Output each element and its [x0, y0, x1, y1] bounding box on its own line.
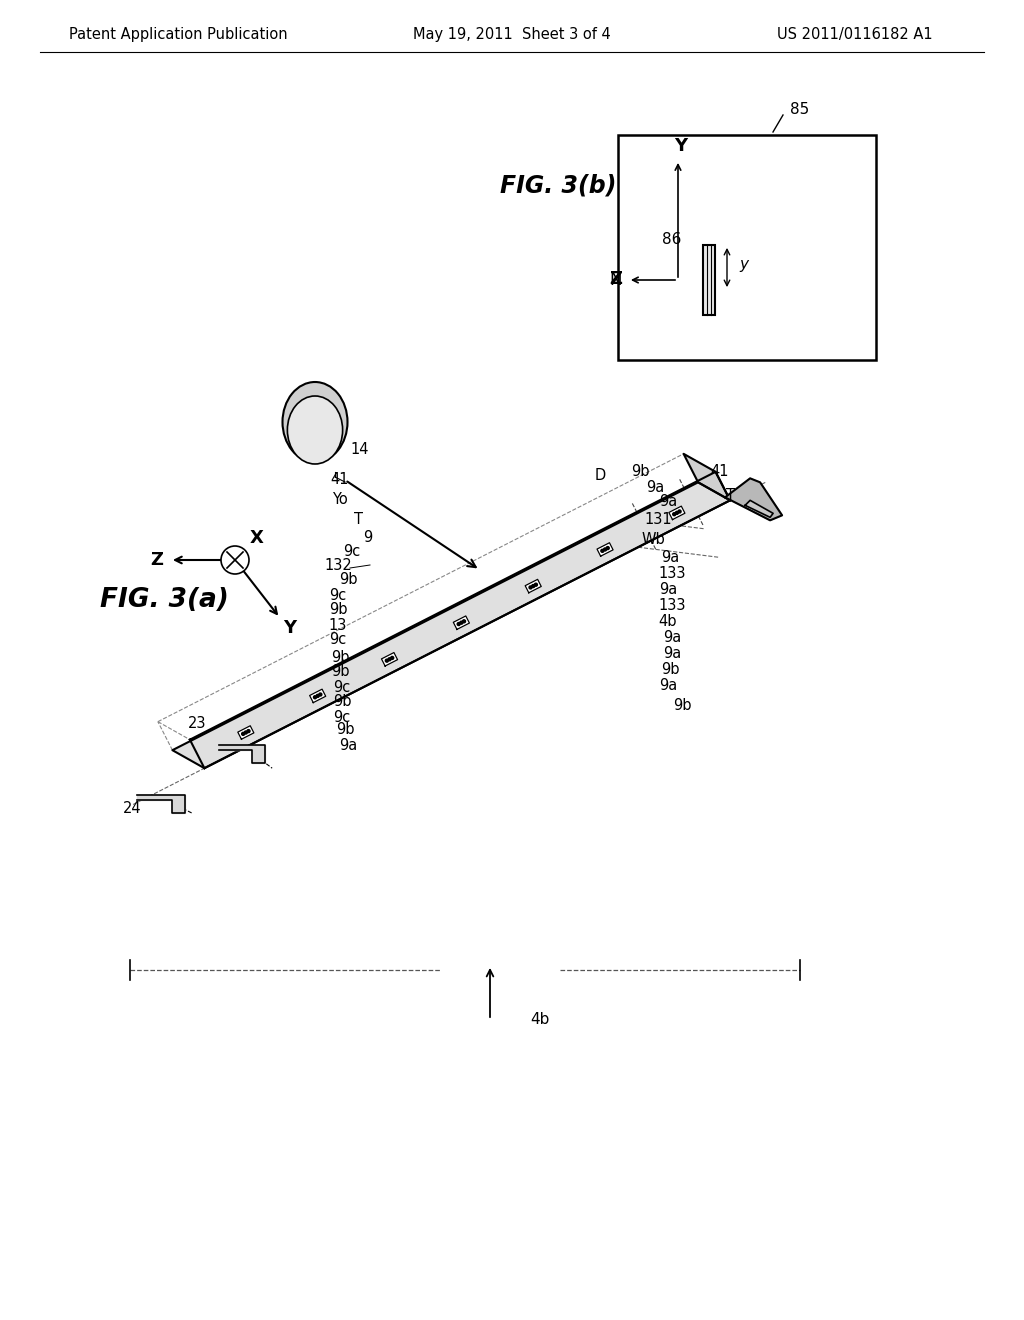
Text: 9c: 9c: [334, 681, 350, 696]
Text: D: D: [594, 467, 605, 483]
Polygon shape: [525, 579, 542, 593]
Circle shape: [318, 693, 322, 696]
Circle shape: [463, 620, 466, 623]
Circle shape: [529, 586, 532, 589]
Text: 4b: 4b: [658, 615, 677, 630]
Text: Wb: Wb: [641, 532, 665, 548]
Text: 9b: 9b: [336, 722, 354, 738]
Text: 9c: 9c: [334, 710, 350, 725]
Text: Z: Z: [151, 550, 164, 569]
Text: 9b: 9b: [331, 649, 349, 664]
Text: N: N: [609, 271, 623, 289]
Polygon shape: [309, 689, 326, 702]
Polygon shape: [669, 506, 685, 520]
Ellipse shape: [283, 381, 347, 462]
Circle shape: [242, 733, 245, 735]
Text: 9b: 9b: [660, 663, 679, 677]
Circle shape: [460, 622, 463, 624]
Text: 86: 86: [662, 232, 681, 248]
Text: Patent Application Publication: Patent Application Publication: [69, 28, 288, 42]
Text: 9: 9: [364, 531, 373, 545]
Circle shape: [313, 696, 316, 698]
Text: 9a: 9a: [339, 738, 357, 754]
Circle shape: [391, 656, 393, 660]
Text: 9b: 9b: [331, 664, 349, 680]
Circle shape: [673, 512, 676, 516]
Text: US 2011/0116182 A1: US 2011/0116182 A1: [777, 28, 933, 42]
Text: 9b: 9b: [333, 694, 351, 710]
Text: 9a: 9a: [663, 631, 681, 645]
Text: 9c: 9c: [330, 632, 347, 648]
Text: 9a: 9a: [658, 678, 677, 693]
Text: X: X: [250, 529, 264, 546]
Circle shape: [245, 731, 248, 734]
Text: 41: 41: [711, 465, 729, 479]
Text: Y: Y: [675, 137, 687, 154]
Circle shape: [531, 585, 535, 587]
Text: 9a: 9a: [658, 495, 677, 510]
Text: 23: 23: [187, 715, 207, 731]
Polygon shape: [725, 478, 782, 520]
Text: T: T: [725, 487, 734, 503]
Circle shape: [221, 546, 249, 574]
Polygon shape: [172, 482, 730, 768]
Text: 41: 41: [331, 473, 349, 487]
Polygon shape: [189, 471, 730, 768]
Circle shape: [316, 694, 319, 697]
Text: y: y: [739, 257, 748, 272]
Text: 9b: 9b: [631, 465, 649, 479]
Text: 9a: 9a: [646, 480, 665, 495]
Text: 14: 14: [351, 442, 370, 458]
Text: 9c: 9c: [343, 544, 360, 560]
Text: FIG. 3(b): FIG. 3(b): [500, 173, 616, 197]
Text: 9b: 9b: [329, 602, 347, 618]
Polygon shape: [137, 795, 185, 813]
Text: 9a: 9a: [663, 647, 681, 661]
Text: 9b: 9b: [339, 573, 357, 587]
Text: 13: 13: [329, 618, 347, 632]
Polygon shape: [382, 652, 397, 667]
Ellipse shape: [288, 396, 343, 465]
Circle shape: [606, 546, 609, 549]
Polygon shape: [745, 500, 773, 517]
Polygon shape: [597, 543, 613, 556]
Text: 4b: 4b: [530, 1012, 549, 1027]
Text: 9a: 9a: [660, 550, 679, 565]
Circle shape: [535, 583, 538, 586]
Circle shape: [678, 510, 681, 513]
Text: Z: Z: [609, 271, 623, 288]
Text: 133: 133: [658, 598, 686, 614]
Circle shape: [457, 623, 460, 626]
Text: 131: 131: [644, 512, 672, 528]
Circle shape: [603, 548, 606, 550]
Polygon shape: [238, 726, 254, 739]
Text: T: T: [353, 512, 362, 528]
Text: 133: 133: [658, 566, 686, 582]
Text: 132: 132: [325, 557, 352, 573]
Bar: [618, 135, 876, 360]
Text: 24: 24: [123, 801, 141, 816]
Circle shape: [385, 659, 388, 663]
Text: May 19, 2011  Sheet 3 of 4: May 19, 2011 Sheet 3 of 4: [413, 28, 611, 42]
Polygon shape: [219, 746, 265, 763]
Text: Yo: Yo: [332, 492, 348, 507]
Circle shape: [601, 549, 604, 552]
Bar: [703, 246, 715, 315]
Circle shape: [247, 730, 250, 733]
Text: 9b: 9b: [673, 698, 691, 714]
Polygon shape: [454, 616, 469, 630]
Circle shape: [388, 657, 391, 661]
Text: 85: 85: [790, 103, 809, 117]
Polygon shape: [684, 454, 730, 500]
Text: Y: Y: [284, 619, 297, 638]
Text: 9a: 9a: [658, 582, 677, 598]
Circle shape: [676, 511, 678, 515]
Text: FIG. 3(a): FIG. 3(a): [100, 587, 228, 612]
Text: 9c: 9c: [330, 587, 347, 602]
